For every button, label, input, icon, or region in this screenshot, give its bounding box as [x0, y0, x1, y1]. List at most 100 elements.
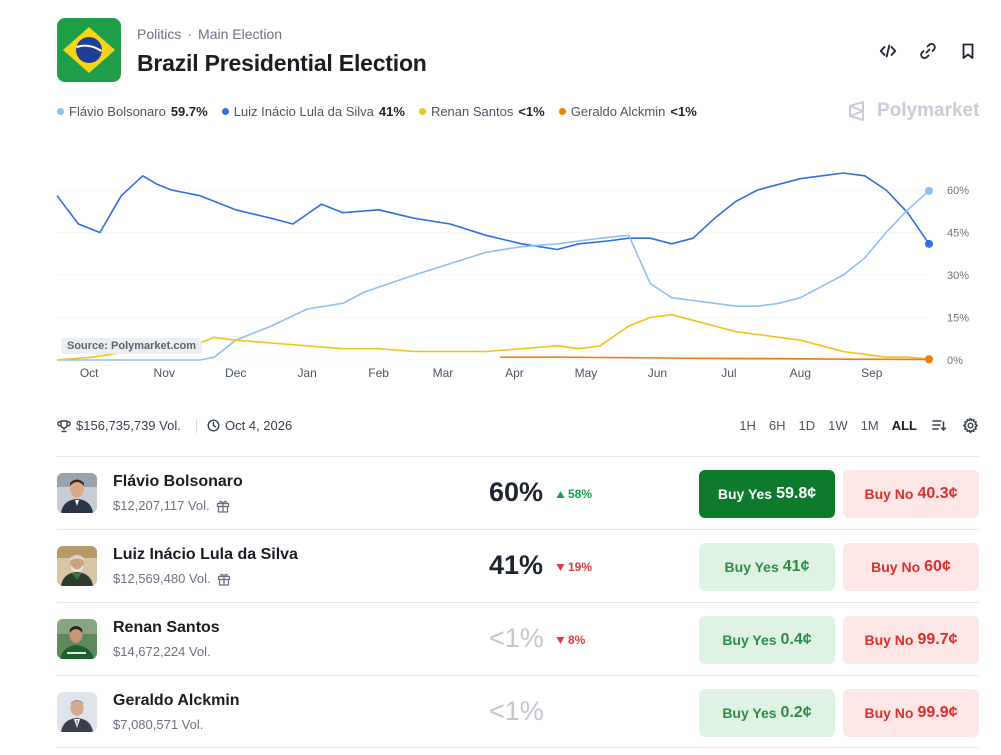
legend-pct: 41%	[378, 104, 405, 119]
x-tick-label: Apr	[505, 366, 524, 380]
series-line-3	[500, 356, 930, 361]
settings-gear-icon[interactable]	[961, 416, 979, 434]
series-line-1	[57, 190, 930, 361]
legend-dot	[558, 108, 566, 115]
buy-yes-price: 0.2¢	[780, 704, 812, 721]
legend-name: Luiz Inácio Lula da Silva	[233, 104, 374, 119]
volume-text: $12,569,480 Vol.	[113, 571, 211, 586]
buy-yes-label: Buy Yes	[717, 486, 773, 502]
market-header: Politics · Main Election Brazil Presidenti…	[57, 18, 979, 82]
stats-bar: $156,735,739 Vol. Oct 4, 2026 1H 6H 1D 1…	[57, 416, 979, 436]
legend-item-lula: Luiz Inácio Lula da Silva 41%	[221, 104, 405, 119]
x-tick-label: Aug	[790, 366, 811, 380]
breadcrumb-category[interactable]: Politics	[137, 26, 182, 42]
buy-yes-price: 41¢	[782, 558, 810, 575]
embed-code-icon[interactable]	[877, 40, 899, 62]
gift-icon[interactable]	[216, 499, 230, 513]
legend-item-alckmin: Geraldo Alckmin <1%	[558, 104, 697, 119]
buy-no-button[interactable]: Buy No 99.9¢	[843, 689, 979, 737]
stats-divider	[196, 419, 197, 433]
avatar	[57, 473, 97, 513]
trophy-icon	[57, 419, 71, 432]
triangle-down-icon	[556, 563, 565, 571]
range-1w[interactable]: 1W	[828, 417, 848, 433]
range-1d[interactable]: 1D	[798, 417, 816, 433]
candidate-list: Flávio Bolsonaro $12,207,117 Vol. 60% 58…	[57, 456, 979, 748]
candidate-name[interactable]: Geraldo Alckmin	[113, 692, 240, 709]
breadcrumb: Politics · Main Election	[137, 26, 282, 42]
candidate-volume: $12,207,117 Vol.	[113, 498, 230, 513]
buy-no-button[interactable]: Buy No 99.7¢	[843, 616, 979, 664]
probability: <1%	[489, 623, 544, 653]
range-1m[interactable]: 1M	[860, 417, 879, 433]
buy-no-price: 60¢	[924, 558, 951, 575]
change-text: 19%	[568, 560, 593, 574]
polymarket-brand: Polymarket	[847, 100, 979, 122]
buy-yes-button[interactable]: Buy Yes 0.4¢	[699, 616, 835, 664]
x-tick-label: Mar	[433, 366, 454, 380]
x-tick-label: May	[575, 366, 598, 380]
range-1h[interactable]: 1H	[739, 417, 756, 433]
series-endpoint-1	[925, 186, 933, 195]
volume-text: $156,735,739 Vol.	[76, 418, 181, 433]
candidate-volume: $14,672,224 Vol.	[113, 644, 211, 659]
series-line-0	[56, 172, 930, 251]
probability: <1%	[489, 696, 544, 726]
triangle-down-icon	[556, 636, 565, 644]
range-6h[interactable]: 6H	[768, 417, 786, 433]
brand-name: Polymarket	[877, 100, 980, 121]
page-title: Brazil Presidential Election	[137, 50, 427, 76]
chart-legend: Flávio Bolsonaro 59.7% Luiz Inácio Lula …	[57, 104, 697, 119]
legend-item-bolsonaro: Flávio Bolsonaro 59.7%	[57, 104, 208, 119]
end-date-text: Oct 4, 2026	[225, 418, 293, 433]
polymarket-logo-icon	[849, 101, 864, 121]
buy-yes-button[interactable]: Buy Yes 41¢	[699, 543, 835, 591]
candidate-row[interactable]: Renan Santos $14,672,224 Vol. <1% 8% Buy…	[57, 602, 979, 675]
candidate-name[interactable]: Luiz Inácio Lula da Silva	[113, 546, 298, 563]
change-indicator: 8%	[556, 633, 585, 647]
buy-yes-label: Buy Yes	[724, 559, 779, 575]
buy-yes-button[interactable]: Buy Yes 0.2¢	[699, 689, 835, 737]
legend-pct: <1%	[670, 104, 697, 119]
breadcrumb-subcategory[interactable]: Main Election	[198, 26, 283, 42]
buy-no-price: 99.7¢	[917, 631, 958, 648]
legend-name: Renan Santos	[430, 104, 514, 119]
avatar	[57, 692, 97, 732]
buy-no-button[interactable]: Buy No 60¢	[843, 543, 979, 591]
buy-no-label: Buy No	[864, 705, 914, 721]
buy-yes-label: Buy Yes	[722, 632, 777, 648]
price-chart[interactable]: 60% 45% 30% 15% 0% Oct Nov Dec Jan Feb Mar Apr May Ju…	[56, 160, 979, 390]
buy-yes-label: Buy Yes	[722, 705, 777, 721]
series-endpoint-0	[925, 239, 933, 248]
probability: 41%	[489, 550, 544, 580]
x-tick-label: Oct	[80, 366, 99, 380]
candidate-row[interactable]: Flávio Bolsonaro $12,207,117 Vol. 60% 58…	[57, 456, 979, 529]
avatar	[57, 546, 97, 586]
gift-icon[interactable]	[217, 572, 231, 586]
y-tick-label: 60%	[947, 185, 969, 197]
y-tick-label: 30%	[947, 270, 969, 282]
link-icon[interactable]	[917, 40, 939, 62]
series-line-2	[56, 313, 930, 361]
buy-yes-price: 0.4¢	[780, 631, 812, 648]
buy-no-label: Buy No	[871, 559, 921, 575]
candidate-name[interactable]: Renan Santos	[113, 619, 220, 636]
buy-yes-button[interactable]: Buy Yes 59.8¢	[699, 470, 835, 518]
clock-icon	[207, 419, 220, 432]
header-actions	[877, 40, 979, 62]
avatar	[57, 619, 97, 659]
time-range-selector: 1H 6H 1D 1W 1M ALL	[739, 416, 979, 434]
volume-text: $12,207,117 Vol.	[113, 498, 210, 513]
buy-yes-price: 59.8¢	[776, 485, 817, 502]
range-all[interactable]: ALL	[891, 417, 917, 433]
candidate-name[interactable]: Flávio Bolsonaro	[113, 473, 243, 490]
candidate-row[interactable]: Geraldo Alckmin $7,080,571 Vol. <1% Buy …	[57, 675, 979, 748]
legend-dot	[418, 108, 426, 115]
bookmark-icon[interactable]	[957, 40, 979, 62]
x-tick-label: Jul	[721, 366, 736, 380]
candidate-row[interactable]: Luiz Inácio Lula da Silva $12,569,480 Vo…	[57, 529, 979, 602]
sort-filter-icon[interactable]	[930, 416, 948, 434]
buy-no-button[interactable]: Buy No 40.3¢	[843, 470, 979, 518]
x-tick-label: Nov	[154, 366, 175, 380]
x-tick-label: Jun	[648, 366, 667, 380]
